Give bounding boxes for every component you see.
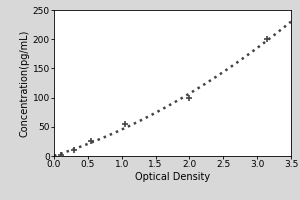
Y-axis label: Concentration(pg/mL): Concentration(pg/mL) [20,29,30,137]
X-axis label: Optical Density: Optical Density [135,172,210,182]
